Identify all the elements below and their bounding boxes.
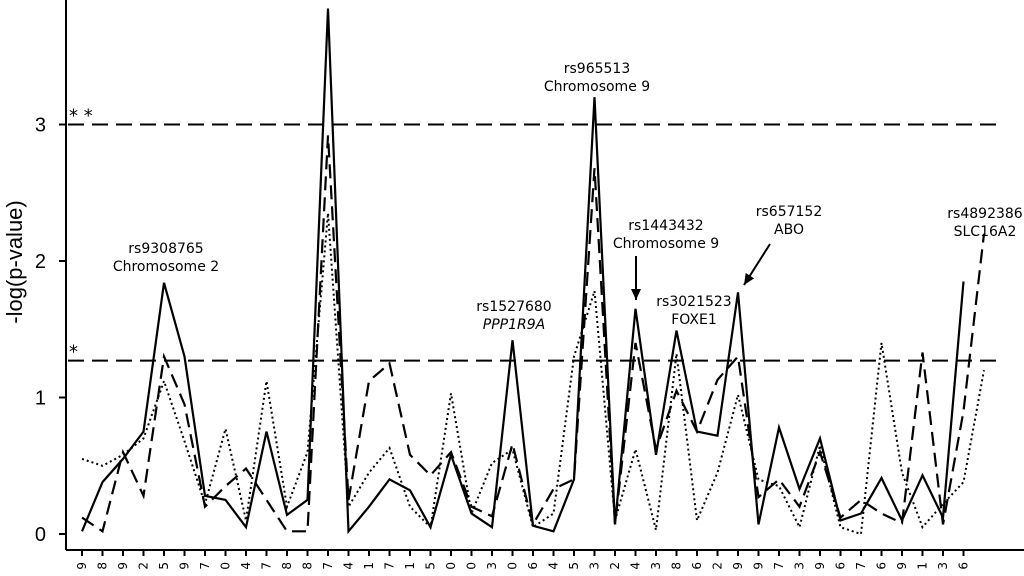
- series-line-solid: [80, 8, 965, 535]
- annotation-gene: Chromosome 2: [113, 259, 219, 275]
- x-tick-label: 3: [649, 562, 663, 570]
- x-tick-label: 4: [629, 562, 643, 570]
- x-tick-label: 3: [588, 562, 602, 570]
- x-tick-label: 6: [526, 562, 540, 570]
- annotation-gene: ABO: [774, 222, 804, 238]
- annotation-gene: FOXE1: [671, 312, 717, 328]
- x-tick-label: 0: [465, 562, 479, 570]
- x-tick-label: 8: [301, 562, 315, 570]
- x-tick-label: 6: [834, 562, 848, 570]
- annotation-gene: SLC16A2: [954, 224, 1017, 240]
- threshold-label: * *: [69, 106, 93, 127]
- y-tick-label: 1: [35, 388, 46, 410]
- x-tick-label: 1: [403, 562, 417, 570]
- x-tick-label: 3: [793, 562, 807, 570]
- y-axis-label: -log(p-value): [2, 200, 27, 324]
- x-tick-label: 0: [506, 562, 520, 570]
- x-tick-label: 6: [957, 562, 971, 570]
- x-tick-label: 7: [198, 562, 212, 570]
- x-tick-label: 7: [772, 562, 786, 570]
- y-tick-label: 3: [35, 115, 46, 137]
- x-tick-label: 9: [752, 562, 766, 570]
- annotation-snp: rs1527680: [476, 299, 551, 315]
- threshold-lines: * * *: [68, 106, 1000, 363]
- x-tick-label: 1: [362, 562, 376, 570]
- y-tick-label: 0: [35, 524, 46, 546]
- x-tick-label: 9: [178, 562, 192, 570]
- annotation-snp: rs9308765: [128, 241, 203, 257]
- x-tick-label: 4: [547, 562, 561, 570]
- x-tick-label: 1: [916, 562, 930, 570]
- annotation-snp: rs965513: [564, 61, 631, 77]
- x-tick-label: 2: [711, 562, 725, 570]
- x-tick-label: 3: [485, 562, 499, 570]
- x-tick-label: 9: [75, 562, 89, 570]
- x-tick-label: 7: [854, 562, 868, 570]
- y-tick-label: 2: [35, 251, 46, 273]
- x-tick-label: 8: [96, 562, 110, 570]
- annotation-snp: rs1443432: [628, 218, 703, 234]
- annotation-arrow-head: [631, 289, 641, 300]
- annotation-gene: Chromosome 9: [613, 236, 719, 252]
- x-tick-label: 2: [137, 562, 151, 570]
- x-tick-label: 9: [116, 562, 130, 570]
- x-tick-label: 9: [895, 562, 909, 570]
- annotation-gene: PPP1R9A: [483, 317, 545, 333]
- annotation-arrow-head: [744, 273, 755, 285]
- series-line-dashed: [81, 135, 986, 534]
- x-tick-label: 7: [383, 562, 397, 570]
- x-tick-label: 4: [342, 562, 356, 570]
- annotation-snp: rs4892386: [947, 206, 1022, 222]
- x-tick-label: 6: [875, 562, 889, 570]
- x-tick-label: 0: [219, 562, 233, 570]
- x-tick-label: 7: [260, 562, 274, 570]
- x-tick-label: 5: [567, 562, 581, 570]
- annotations: rs9308765 Chromosome 2 rs965513 Chromosome …: [113, 61, 1023, 333]
- x-tick-label: 7: [321, 562, 335, 570]
- x-tick-label: 6: [690, 562, 704, 570]
- x-tick-label: 5: [157, 562, 171, 570]
- x-tick-label: 2: [608, 562, 622, 570]
- x-tick-label: 3: [936, 562, 950, 570]
- x-tick-label: 9: [813, 562, 827, 570]
- x-tick-label: 0: [444, 562, 458, 570]
- annotation-gene: Chromosome 9: [544, 79, 650, 95]
- x-tick-label: 4: [239, 562, 253, 570]
- threshold-label: *: [69, 342, 78, 363]
- x-tick-label: 8: [280, 562, 294, 570]
- annotation-snp: rs657152: [756, 204, 823, 220]
- x-tick-label: 9: [731, 562, 745, 570]
- series-line-dotted: [81, 213, 985, 536]
- series-lines: [80, 8, 986, 536]
- x-tick-label: 5: [424, 562, 438, 570]
- x-tick-label: 8: [670, 562, 684, 570]
- annotation-snp: rs3021523: [656, 294, 731, 310]
